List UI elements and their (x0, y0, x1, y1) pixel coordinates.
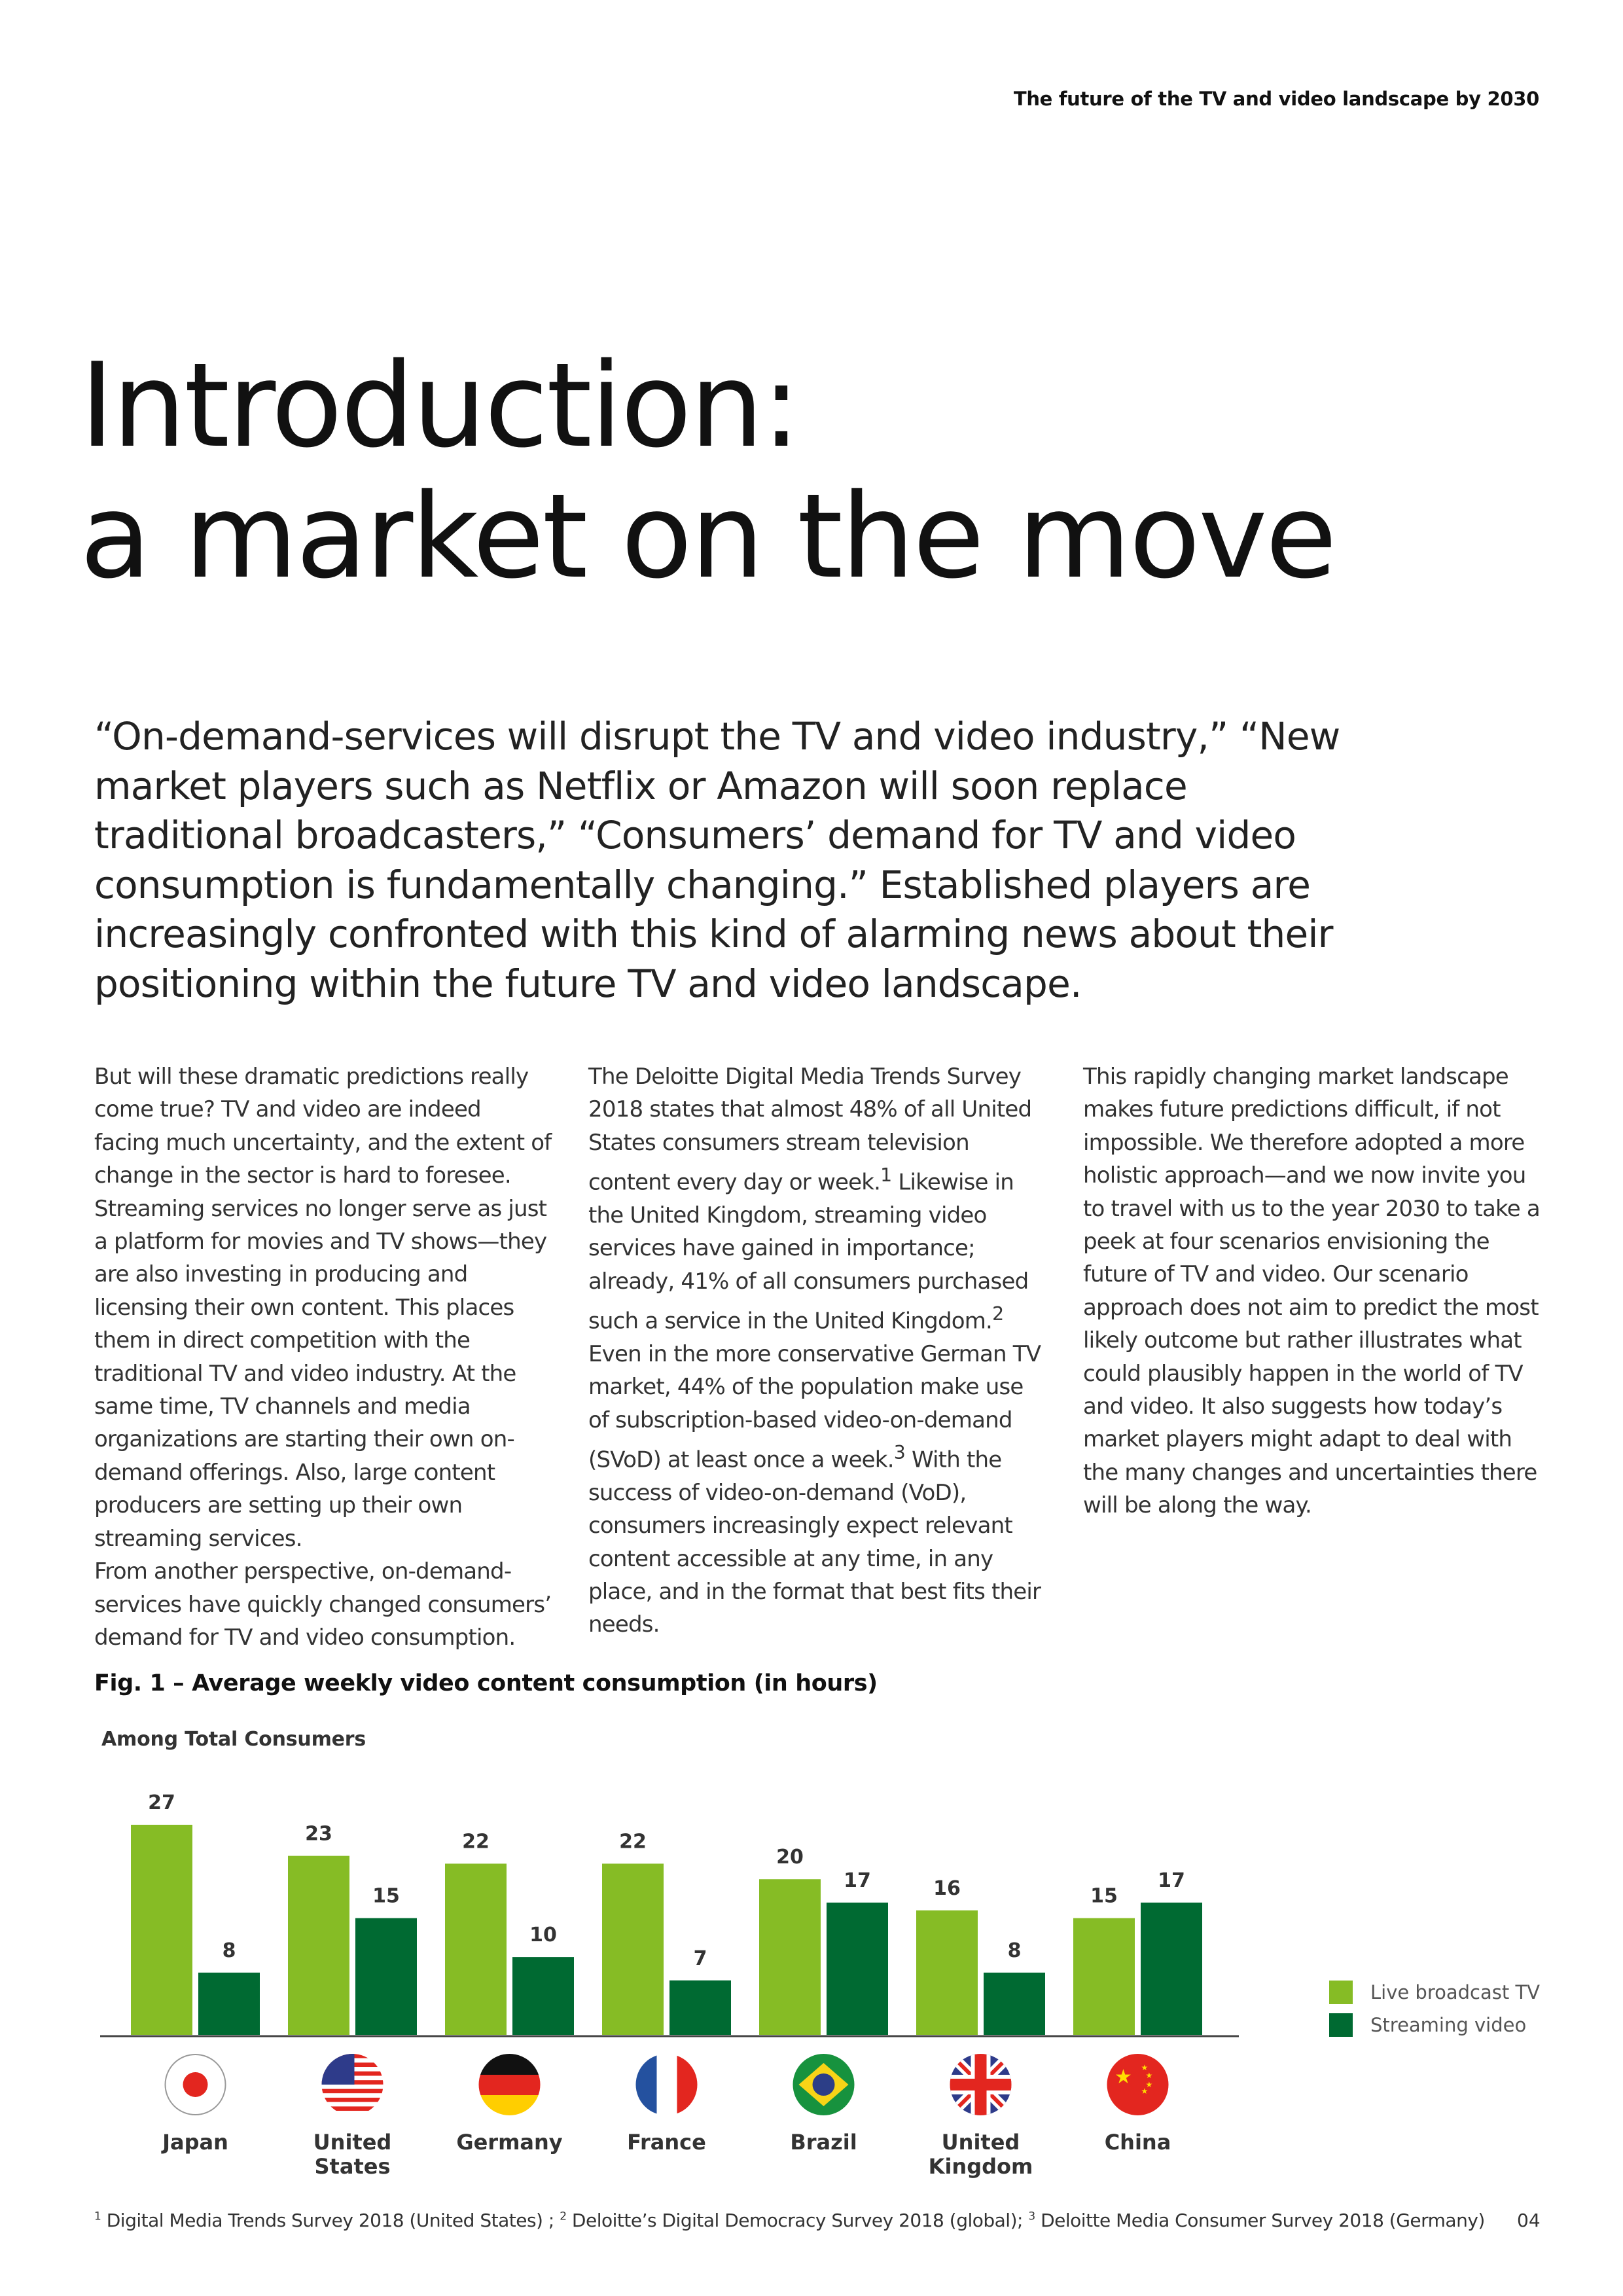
bar-streaming-5 (984, 1972, 1045, 2035)
paragraph: This rapidly changing market landscape m… (1083, 1064, 1541, 1519)
footnote-text: Deloitte Media Consumer Survey 2018 (Ger… (1035, 2210, 1485, 2231)
svg-text:★: ★ (1115, 2066, 1132, 2089)
country-label: States (315, 2154, 391, 2179)
title-line-1: Introduction: (80, 338, 801, 473)
data-label: 22 (462, 1830, 490, 1853)
body-column-1: But will these dramatic predictions real… (94, 1060, 552, 1654)
legend-label: Streaming video (1370, 2014, 1526, 2036)
country-label: Brazil (790, 2130, 857, 2155)
bar-streaming-3 (669, 1980, 731, 2035)
brazil-flag-icon (793, 2054, 855, 2115)
bar-live-tv-4 (759, 1879, 821, 2035)
svg-text:★: ★ (1141, 2063, 1149, 2072)
bar-live-tv-0 (131, 1825, 192, 2035)
legend-swatch (1329, 1981, 1353, 2004)
paragraph: The Deloitte Digital Media Trends Survey… (588, 1060, 1046, 1641)
page-title: Introduction: a market on the move (80, 338, 1337, 604)
footnote-text: Deloitte’s Digital Democracy Survey 2018… (566, 2210, 1029, 2231)
data-label: 15 (1090, 1885, 1118, 1908)
figure-subtitle: Among Total Consumers (101, 1728, 366, 1751)
france-flag-icon (635, 2054, 698, 2115)
data-label: 15 (372, 1885, 400, 1908)
usa-flag-icon (321, 2054, 383, 2115)
svg-text:★: ★ (1146, 2071, 1153, 2080)
data-label: 22 (619, 1830, 647, 1853)
data-label: 27 (148, 1791, 175, 1814)
paragraph: From another perspective, on-demand-serv… (94, 1558, 552, 1651)
bar-streaming-2 (512, 1957, 574, 2035)
japan-flag-icon (164, 2054, 226, 2115)
figure-title: Fig. 1 – Average weekly video content co… (94, 1670, 878, 1696)
footnote-ref: 2 (992, 1303, 1004, 1325)
china-flag-icon: ★ ★★★★ (1107, 2054, 1169, 2115)
page-number: 04 (1517, 2210, 1541, 2231)
paragraph: But will these dramatic predictions real… (94, 1064, 552, 1552)
data-label: 17 (844, 1869, 871, 1892)
title-line-2: a market on the move (80, 469, 1337, 604)
bar-live-tv-3 (602, 1863, 664, 2035)
country-label: China (1105, 2130, 1171, 2155)
footnote-ref: 1 (880, 1164, 892, 1187)
data-label: 10 (529, 1924, 557, 1946)
bar-streaming-4 (827, 1902, 888, 2035)
body-column-2: The Deloitte Digital Media Trends Survey… (588, 1060, 1046, 1641)
footnote-number: 3 (1028, 2210, 1035, 2223)
bar-streaming-0 (198, 1972, 260, 2035)
svg-text:★: ★ (1146, 2080, 1153, 2089)
germany-flag-icon (478, 2054, 541, 2115)
footnotes: 1 Digital Media Trends Survey 2018 (Unit… (94, 2210, 1485, 2231)
country-label: Kingdom (929, 2154, 1033, 2179)
text: Even in the more conservative German TV … (588, 1340, 1041, 1473)
bar-live-tv-1 (288, 1856, 349, 2035)
data-label: 8 (223, 1939, 236, 1962)
text: The Deloitte Digital Media Trends Survey… (588, 1064, 1032, 1196)
bar-live-tv-2 (445, 1863, 507, 2035)
footnote-number: 2 (560, 2210, 567, 2223)
uk-flag-icon (950, 2054, 1012, 2115)
bar-streaming-1 (355, 1918, 417, 2035)
footnote-ref: 3 (893, 1442, 906, 1464)
text: With the success of video-on-demand (VoD… (588, 1446, 1041, 1638)
legend-swatch (1329, 2013, 1353, 2037)
bar-live-tv-5 (916, 1910, 978, 2035)
data-label: 7 (694, 1947, 707, 1970)
body-column-3: This rapidly changing market landscape m… (1083, 1060, 1541, 1522)
svg-text:★: ★ (1141, 2087, 1149, 2096)
data-label: 16 (933, 1877, 961, 1900)
footnote-text: Digital Media Trends Survey 2018 (United… (101, 2210, 560, 2231)
bar-streaming-6 (1141, 1902, 1202, 2035)
legend-label: Live broadcast TV (1370, 1981, 1540, 2003)
data-label: 8 (1008, 1939, 1022, 1962)
footnote-number: 1 (94, 2210, 101, 2223)
data-label: 20 (776, 1846, 804, 1869)
country-label: Japan (161, 2130, 228, 2155)
country-label: France (627, 2130, 706, 2155)
running-header: The future of the TV and video landscape… (1013, 88, 1539, 110)
data-label: 23 (305, 1823, 332, 1846)
lead-paragraph: “On-demand-services will disrupt the TV … (94, 714, 1340, 1006)
country-label: Germany (456, 2130, 562, 2155)
country-label: United (313, 2130, 392, 2155)
text: Likewise in the United Kingdom, streamin… (588, 1169, 1029, 1335)
data-label: 17 (1158, 1869, 1185, 1892)
country-label: United (942, 2130, 1020, 2155)
bar-live-tv-6 (1073, 1918, 1135, 2035)
